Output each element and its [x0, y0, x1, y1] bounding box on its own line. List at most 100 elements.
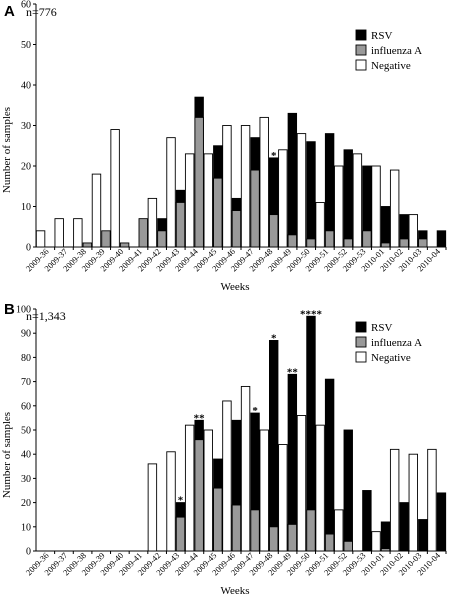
panel-b-bar-influenza-a [306, 509, 316, 552]
panel-b-y-tick-label: 90 [21, 329, 31, 340]
panel-a-bar-negative [296, 133, 307, 248]
panel-b-legend-label-negative: Negative [371, 352, 411, 364]
panel-b-y-tick-label: 30 [21, 474, 31, 485]
panel-a-n-annotation: n=776 [26, 5, 57, 19]
panel-a-bar-negative [73, 218, 83, 248]
panel-a-bar-influenza-a [306, 238, 316, 248]
panel-b-n-annotation: n=1,343 [26, 309, 66, 323]
panel-b-y-tick-label: 60 [21, 401, 31, 412]
panel-b-bar-negative [389, 448, 400, 552]
panel-b-bar-negative [371, 531, 381, 552]
panel-a-bar-negative [352, 153, 363, 248]
panel-b-y-tick-label: 50 [21, 426, 31, 437]
panel-b-bar-negative [408, 453, 418, 552]
panel-b-bar-negative [147, 463, 158, 552]
panel-a-bar-influenza-a [194, 116, 204, 248]
panel-b-significance-star: * [178, 495, 184, 507]
panel-a-legend-label-negative: Negative [371, 60, 411, 72]
panel-a-bar-negative [240, 125, 251, 248]
panel-a-bar-negative [334, 165, 344, 248]
panel-a-bar-negative [184, 153, 195, 248]
panel-a-bar-negative [91, 173, 102, 248]
panel-b-bar-rsv [380, 521, 391, 552]
panel-b-bar-rsv [343, 429, 353, 552]
panel-a-legend-label-rsv: RSV [371, 30, 392, 42]
panel-a-bar-rsv [380, 206, 391, 248]
panel-a-bar-negative [203, 153, 213, 248]
panel-b-legend-swatch-rsv [355, 321, 367, 333]
panel-b-bar-influenza-a [380, 548, 391, 552]
panel-a-bar-negative [110, 129, 120, 248]
panel-b-y-tick-label: 100 [16, 305, 31, 316]
panel-a-bar-influenza-a [324, 230, 335, 248]
panel-a-y-tick-label: 10 [21, 202, 31, 213]
panel-a-bar-negative [278, 149, 288, 248]
panel-b-chart: 01020304050607080901002009-362009-372009… [16, 305, 447, 577]
panel-a-bar-negative [35, 230, 46, 248]
panel-a-bar-influenza-a [231, 210, 242, 248]
panel-b-bar-influenza-a [287, 523, 298, 552]
panel-b-bar-rsv [324, 378, 335, 552]
panel-a-y-tick-label: 40 [21, 81, 31, 92]
panel-a-bar-negative [166, 137, 176, 248]
panel-a-bar-rsv [306, 141, 316, 248]
panel-b-bar-influenza-a [213, 487, 223, 552]
panel-b-legend-label-rsv: RSV [371, 322, 392, 334]
panel-b-significance-star: * [271, 332, 277, 344]
panel-a-y-tick-label: 50 [21, 40, 31, 51]
panel-a-legend-swatch-influenza_a [355, 44, 367, 56]
panel-a-bar-influenza-a [138, 218, 148, 248]
panel-a-y-tick-label: 30 [21, 121, 31, 132]
panel-b-y-tick-label: 80 [21, 353, 31, 364]
panel-b-legend-label-influenza_a: influenza A [371, 337, 422, 349]
panel-b-letter: B [4, 301, 15, 318]
panel-a-bar-negative [408, 214, 418, 248]
panel-a-bar-influenza-a [250, 169, 260, 248]
panel-a-bar-negative [389, 169, 400, 248]
panel-a-bar-influenza-a [343, 238, 353, 248]
panel-b-significance-star: ** [194, 412, 206, 424]
panel-b-bar-negative [166, 451, 176, 552]
panel-b-bar-rsv [362, 490, 372, 552]
panel-a-bar-influenza-a [175, 201, 186, 248]
panel-a-bar-influenza-a [418, 238, 428, 248]
panel-a-bar-negative [147, 197, 158, 248]
panel-b-bar-negative [278, 444, 288, 552]
panel-a-chart: 01020304050602009-362009-372009-382009-3… [21, 0, 447, 273]
panel-b-y-axis-title: Number of samples [1, 412, 13, 498]
panel-b-bar-negative [184, 424, 195, 552]
panel-b-bar-rsv [418, 519, 428, 552]
panel-b-bar-negative [203, 429, 213, 552]
panel-a-bar-influenza-a [287, 234, 298, 248]
panel-a-bar-rsv [436, 230, 447, 248]
panel-b-bar-rsv [436, 492, 447, 552]
panel-a-y-tick-label: 20 [21, 162, 31, 173]
panel-b-bar-influenza-a [194, 439, 204, 552]
panel-a-bar-rsv [343, 149, 353, 248]
panel-a-bar-negative [315, 201, 325, 248]
panel-b-significance-star: * [252, 405, 258, 417]
panel-b-x-axis-title: Weeks [220, 585, 249, 597]
panel-b-bar-influenza-a [269, 526, 279, 552]
panel-b-bar-negative [296, 415, 307, 552]
panel-b-y-tick-label: 10 [21, 522, 31, 533]
panel-b-bar-negative [259, 429, 269, 552]
panel-b-bar-influenza-a [231, 504, 242, 552]
panel-a-bar-influenza-a [157, 230, 167, 248]
panel-a-bar-influenza-a [101, 230, 111, 248]
panel-b-bar-negative [427, 448, 437, 552]
panel-a-bar-negative [259, 116, 269, 248]
panel-a-bar-rsv [324, 133, 335, 248]
panel-b-legend-swatch-negative [355, 351, 367, 363]
panel-b-bar-influenza-a [343, 540, 353, 552]
panel-b-bar-influenza-a [324, 533, 335, 552]
panel-a-significance-star: * [271, 150, 277, 162]
panel-b-bar-rsv [399, 502, 409, 552]
panel-a-y-tick-label: 60 [21, 0, 31, 11]
panel-a-letter: A [4, 3, 15, 20]
panel-a-bar-influenza-a [119, 242, 130, 248]
panel-b-y-tick-label: 0 [26, 547, 31, 558]
panel-b-y-tick-label: 70 [21, 377, 31, 388]
panel-a-bar-influenza-a [269, 214, 279, 248]
